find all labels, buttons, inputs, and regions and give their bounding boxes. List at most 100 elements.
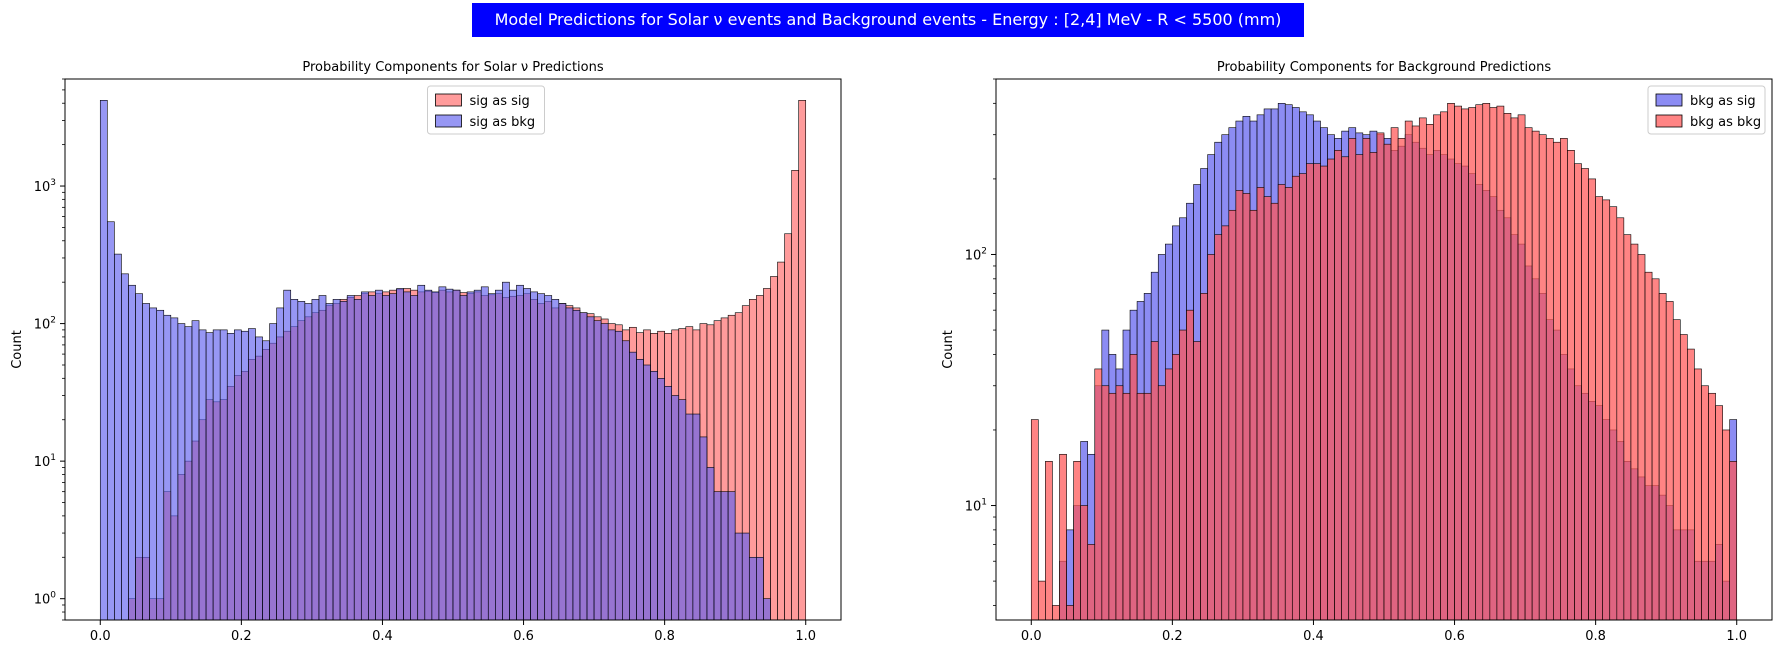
histogram-bar (756, 556, 764, 621)
histogram-bar (1482, 103, 1491, 621)
histogram-bar (99, 100, 108, 621)
histogram-bar (1030, 419, 1039, 621)
histogram-bar (452, 289, 461, 621)
histogram-bar (1355, 154, 1364, 621)
histogram-bar (1517, 114, 1526, 621)
histogram-bar (1165, 368, 1173, 621)
histogram-bar (1447, 103, 1455, 621)
histogram-bar (156, 309, 165, 621)
histogram-bar (1369, 152, 1378, 621)
histogram-bar (607, 329, 616, 621)
histogram-bar (459, 295, 468, 621)
histogram-bar (734, 532, 743, 621)
x-tick-label: 0.6 (513, 629, 534, 644)
histogram-bar (368, 295, 376, 621)
histogram-bar (1052, 605, 1060, 621)
histogram-bar (629, 351, 637, 621)
histogram-bar (1214, 234, 1223, 621)
histogram-bar (1157, 385, 1166, 621)
y-tick-label: 101 (34, 453, 56, 470)
histogram-bar (1665, 301, 1674, 621)
histogram-bar (191, 320, 200, 621)
histogram-bar (219, 329, 228, 621)
y-tick-label: 102 (34, 316, 56, 333)
histogram-bar (1207, 254, 1215, 621)
histogram-bar (1729, 461, 1738, 621)
histogram-bar (565, 307, 574, 621)
histogram-bar (234, 329, 242, 621)
histogram-bar (523, 288, 531, 621)
legend-label: bkg as bkg (1690, 115, 1761, 130)
histogram-bar (1708, 392, 1716, 621)
histogram-bar (1313, 163, 1321, 621)
legend: sig as sig sig as bkg (427, 85, 545, 135)
histogram-bar (1362, 138, 1371, 621)
histogram-bar (226, 332, 235, 621)
histogram-bar (1270, 202, 1279, 621)
histogram-bar (389, 293, 397, 621)
y-axis-label: Count (10, 330, 25, 369)
histogram-bar (1433, 114, 1441, 621)
histogram-bar (353, 299, 362, 621)
histogram-bar (114, 253, 122, 621)
chart-title: Probability Components for Background Pr… (1217, 60, 1552, 75)
histogram-bar (346, 295, 355, 621)
histogram-bar (1404, 120, 1413, 621)
histogram-bar (1115, 385, 1124, 621)
histogram-bar (184, 326, 193, 621)
x-tick-label: 0.8 (1585, 629, 1606, 644)
histogram-bar (1291, 175, 1300, 621)
histogram-bar (699, 436, 708, 621)
histogram-bar (424, 289, 433, 621)
histogram-bar (177, 323, 186, 621)
histogram-bar (593, 320, 602, 621)
histogram-bar (770, 276, 778, 621)
histogram-bar (1150, 341, 1159, 621)
histogram-bar (283, 289, 292, 621)
histogram-bar (1200, 293, 1208, 621)
x-tick-label: 0.4 (372, 629, 393, 644)
histogram-bar (579, 312, 588, 621)
histogram-bar (1299, 173, 1307, 621)
histogram-bar (290, 299, 299, 621)
histogram-bar (403, 291, 411, 621)
histogram-bar (1715, 405, 1723, 621)
histogram-bar (170, 317, 179, 621)
histogram-bar (664, 385, 672, 621)
y-tick-label: 102 (965, 246, 987, 263)
histogram-bar (1277, 184, 1286, 621)
plot-frame (995, 78, 1773, 621)
histogram-bar (1235, 190, 1244, 621)
histogram-bar (149, 307, 157, 621)
histogram-bar (713, 491, 722, 621)
chart-panel-2: 0.0 0.2 0.4 0.6 0.8 1.0 101 102 Probability Comp… (941, 60, 1773, 644)
y-tick-label: 100 (34, 591, 57, 608)
x-tick-label: 0.2 (231, 629, 252, 644)
histogram-bar (269, 323, 277, 621)
histogram-bar (318, 295, 327, 621)
histogram-bar (360, 291, 369, 621)
histogram-bar (1440, 111, 1448, 621)
histogram-bar (1143, 392, 1152, 621)
histogram-bar (1186, 309, 1194, 621)
histogram-bar (1651, 278, 1660, 621)
histogram-bar (480, 286, 489, 621)
histogram-bar (763, 598, 771, 621)
histogram-bar (748, 556, 757, 621)
histogram-bar (121, 273, 129, 621)
histogram-bar (692, 413, 701, 621)
x-tick-label: 0.6 (1444, 629, 1465, 644)
histogram-bar (558, 303, 567, 621)
histogram-bar (614, 330, 623, 621)
histogram-bar (1136, 392, 1145, 621)
histogram-bar (791, 170, 799, 621)
histogram-bar (1094, 368, 1103, 621)
histogram-bar (1066, 605, 1074, 621)
histogram-bar (763, 288, 771, 621)
histogram-bar (1108, 392, 1117, 621)
histogram-bar (495, 289, 503, 621)
histogram-bar (1468, 107, 1477, 621)
histogram-bar (1630, 243, 1639, 621)
histogram-bar (107, 221, 115, 621)
histogram-bar (205, 332, 214, 621)
